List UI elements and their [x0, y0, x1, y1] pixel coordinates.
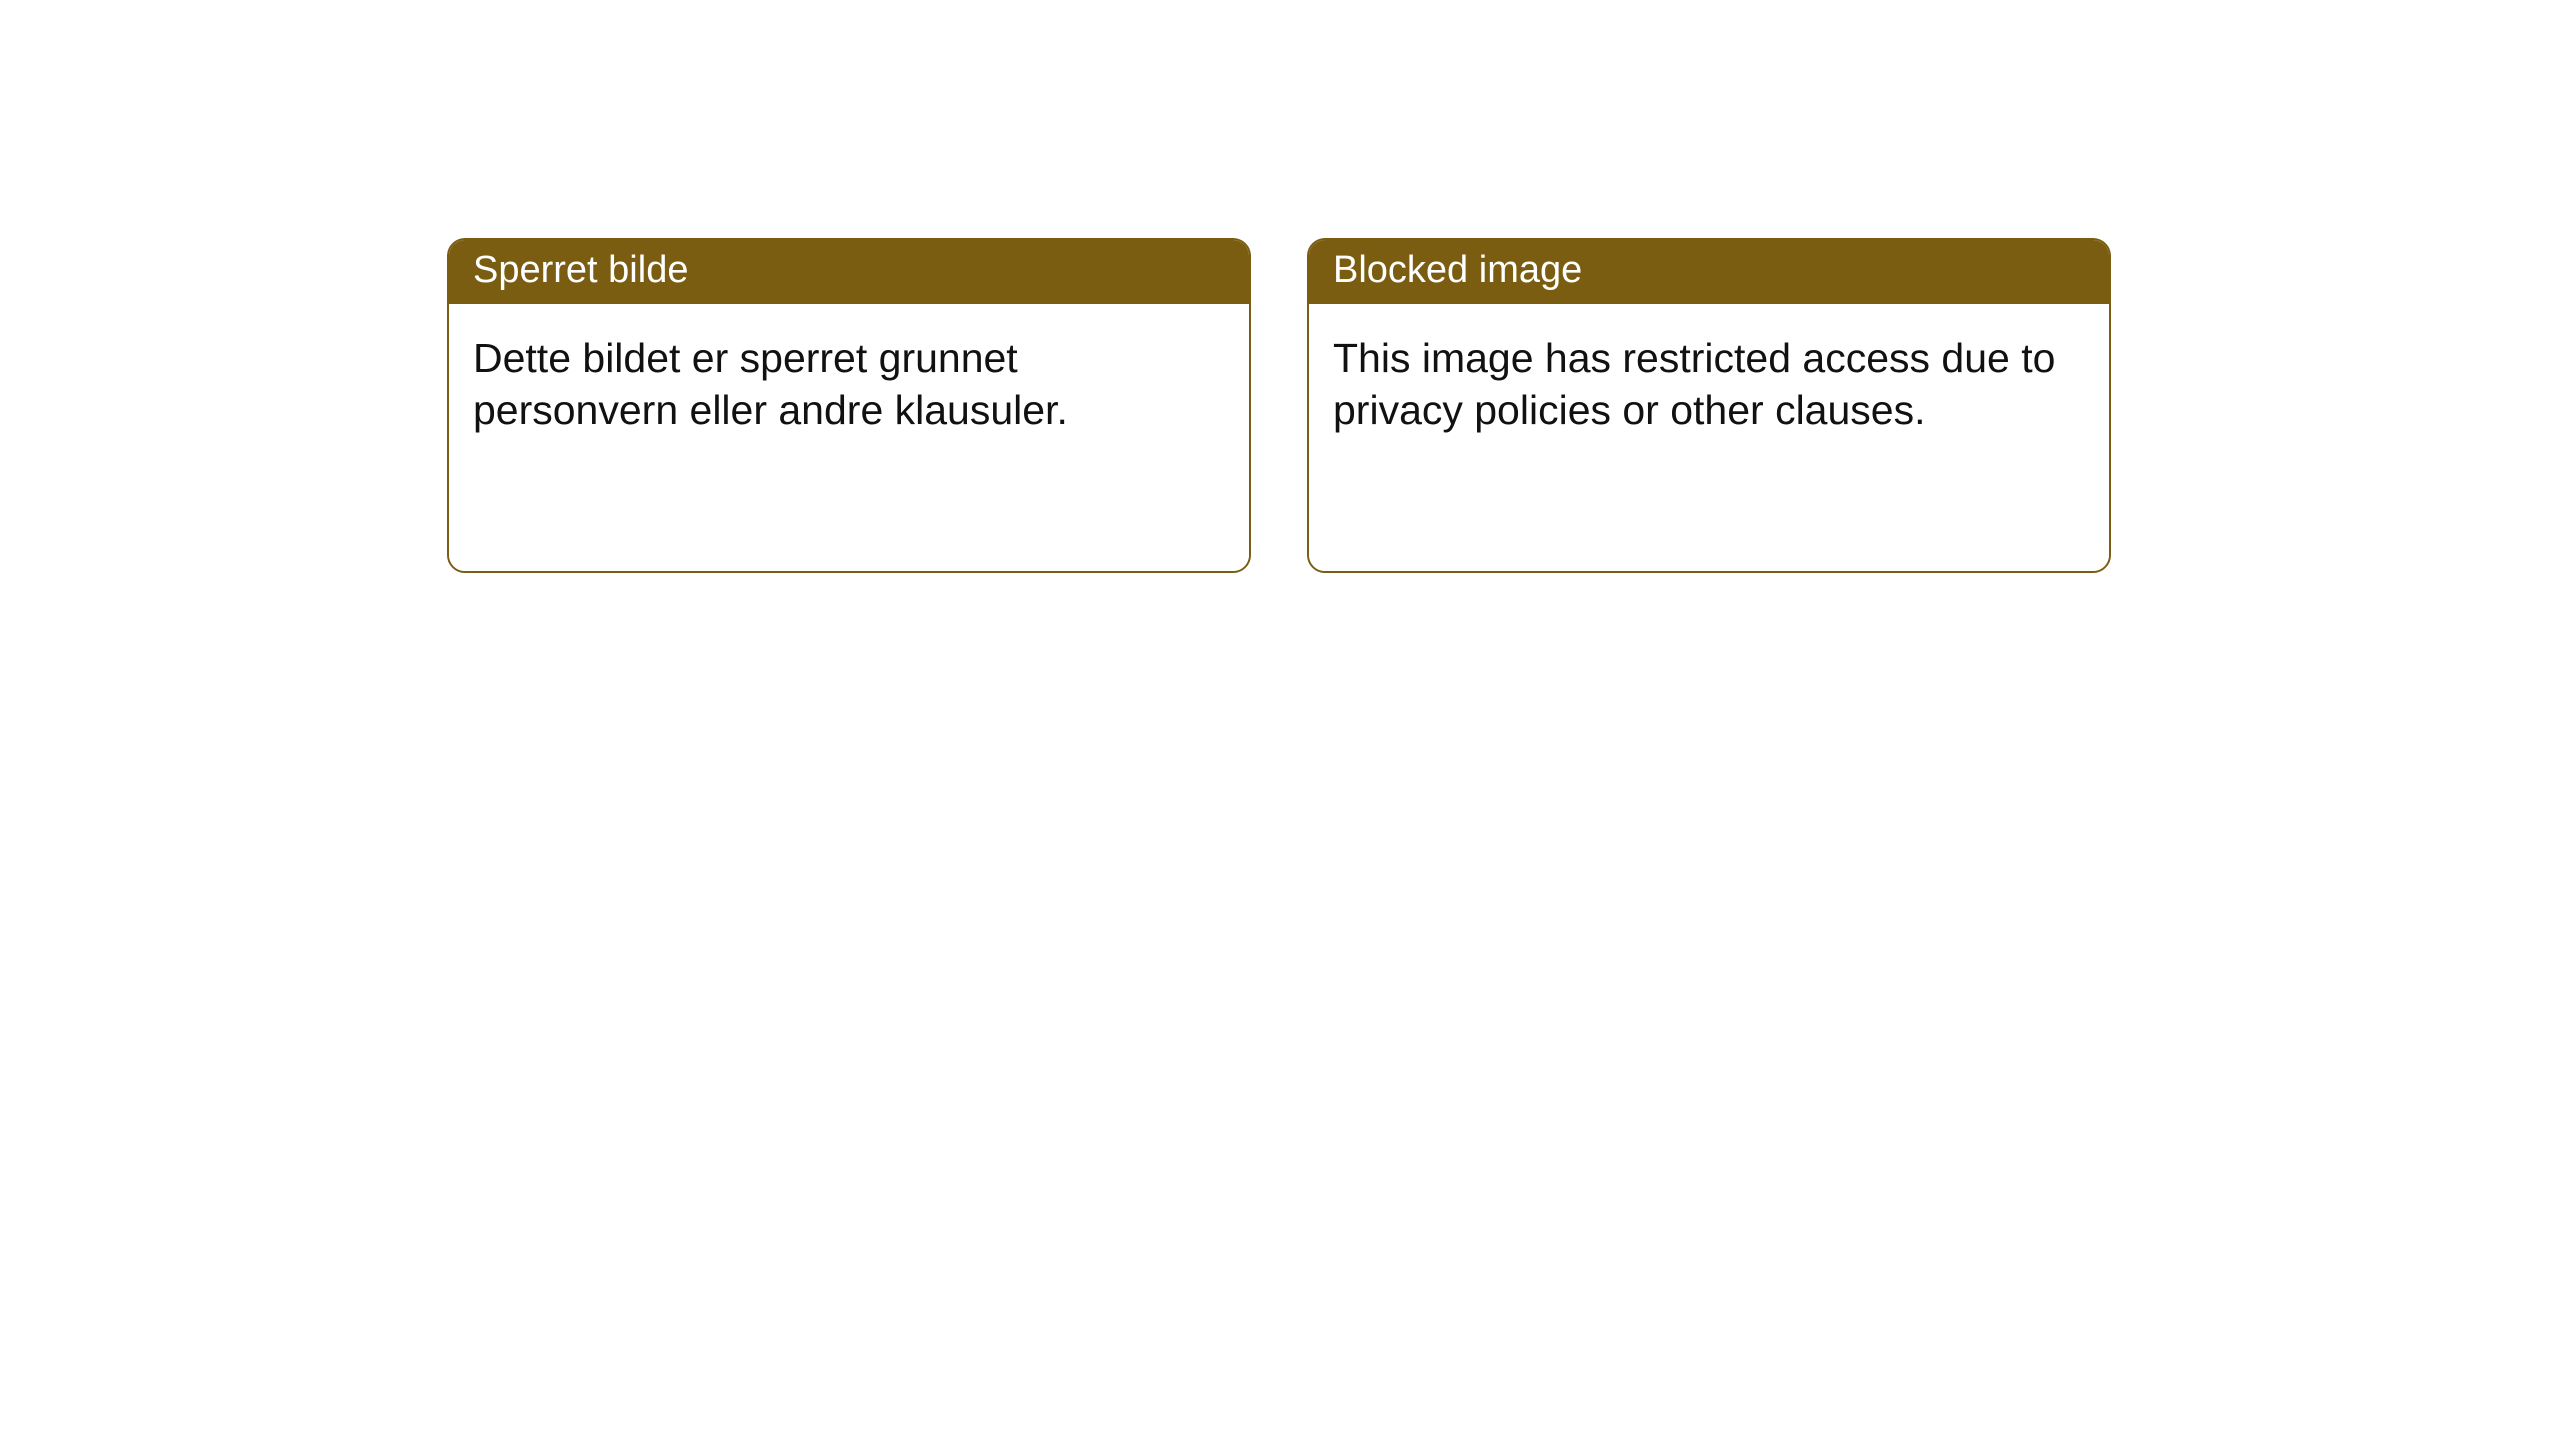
notice-container: Sperret bilde Dette bildet er sperret gr…	[447, 238, 2111, 573]
blocked-image-card-no: Sperret bilde Dette bildet er sperret gr…	[447, 238, 1251, 573]
card-body-no: Dette bildet er sperret grunnet personve…	[449, 304, 1249, 571]
card-title-en: Blocked image	[1309, 240, 2109, 304]
card-title-no: Sperret bilde	[449, 240, 1249, 304]
blocked-image-card-en: Blocked image This image has restricted …	[1307, 238, 2111, 573]
card-body-en: This image has restricted access due to …	[1309, 304, 2109, 571]
